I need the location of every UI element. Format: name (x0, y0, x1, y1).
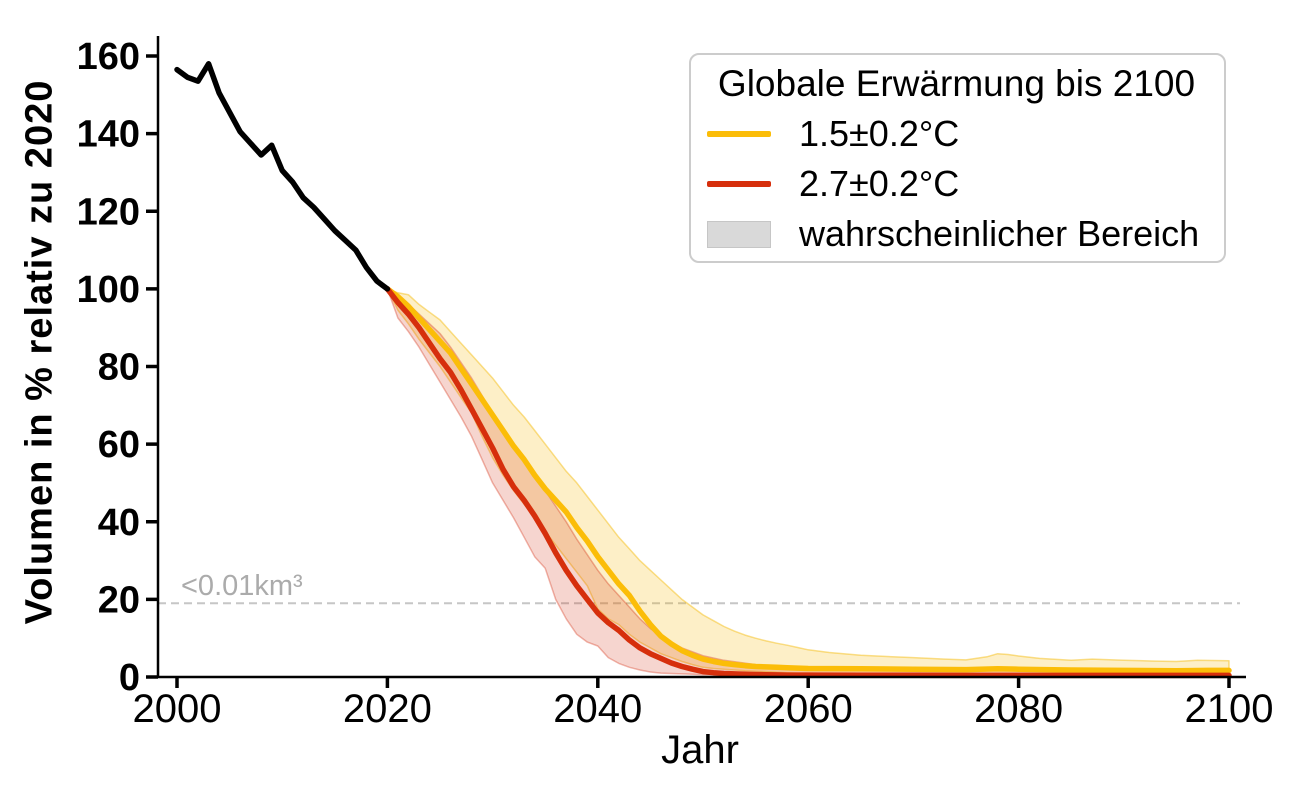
legend: Globale Erwärmung bis 2100 1.5±0.2°C 2.7… (689, 53, 1226, 263)
threshold-annotation: <0.01km³ (181, 570, 303, 602)
legend-line-swatch-red (707, 181, 771, 187)
projection-line-2-7C (384, 286, 1232, 679)
x-tick-label: 2080 (974, 687, 1063, 731)
legend-item-1-5C: 1.5±0.2°C (699, 109, 1214, 159)
y-axis-label: Volumen in % relativ zu 2020 (18, 79, 61, 625)
x-tick-label: 2060 (764, 687, 853, 731)
y-tick-label: 80 (98, 347, 140, 389)
y-tick-label: 120 (77, 191, 140, 233)
y-tick-label: 140 (77, 114, 140, 156)
legend-title: Globale Erwärmung bis 2100 (717, 63, 1196, 104)
x-tick-label: 2100 (1185, 687, 1274, 731)
y-tick-label: 20 (98, 579, 140, 621)
legend-item-label: 1.5±0.2°C (799, 113, 960, 154)
y-tick-label: 40 (98, 502, 140, 544)
legend-item-2-7C: 2.7±0.2°C (699, 159, 1214, 209)
y-tick-label: 100 (77, 269, 140, 311)
legend-line-swatch-yellow (707, 131, 771, 137)
y-tick-label: 160 (77, 36, 140, 78)
y-tick-label: 0 (119, 657, 140, 699)
legend-item-label: 2.7±0.2°C (799, 163, 960, 204)
projection-line-1-5C (384, 286, 1232, 674)
history-line (174, 61, 391, 292)
x-tick-label: 2020 (343, 687, 432, 731)
x-tick-label: 2040 (553, 687, 642, 731)
x-tick-label: 2000 (133, 687, 222, 731)
x-axis-label: Jahr (661, 728, 739, 772)
legend-item-label: wahrscheinlicher Bereich (799, 213, 1200, 254)
legend-item-likely-range: wahrscheinlicher Bereich (699, 209, 1214, 259)
legend-patch-swatch-gray (707, 220, 771, 248)
y-tick-label: 60 (98, 424, 140, 466)
